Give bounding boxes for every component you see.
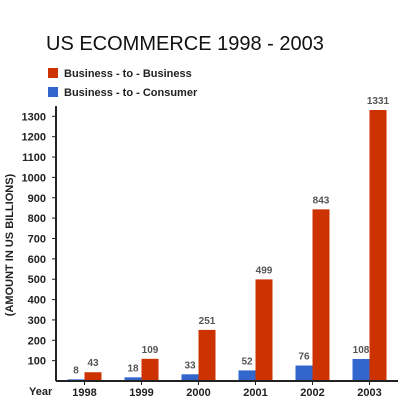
- bar: [369, 110, 387, 382]
- bar: [255, 279, 273, 381]
- bar-value-label: 1331: [367, 96, 390, 107]
- chart-title: US ECOMMERCE 1998 - 2003: [46, 33, 324, 55]
- y-tick-label: 500: [28, 274, 46, 286]
- legend-swatch: [48, 68, 58, 78]
- bar-value-label: 499: [256, 265, 273, 276]
- y-tick-label: 400: [28, 295, 46, 307]
- y-tick-label: 1000: [22, 172, 46, 184]
- x-tick-label: 2000: [186, 387, 210, 399]
- y-tick-label: 1100: [22, 152, 46, 164]
- legend-label: Business - to - Business: [64, 68, 192, 80]
- legend: Business - to - Business Business - to - …: [48, 68, 198, 99]
- x-axis-title: Year: [29, 386, 53, 398]
- bar-value-label: 33: [184, 360, 196, 371]
- bar-value-label: 76: [298, 352, 310, 363]
- x-tick-label: 1998: [72, 387, 96, 399]
- y-tick-label: 300: [28, 315, 46, 327]
- bar: [181, 374, 199, 381]
- bar-value-label: 109: [142, 345, 159, 356]
- bar: [352, 359, 370, 381]
- bar: [312, 209, 330, 381]
- y-tick-label: 1300: [22, 111, 46, 123]
- bar-value-label: 43: [87, 358, 99, 369]
- bar-value-label: 18: [127, 363, 139, 374]
- x-tick-label: 2003: [357, 387, 381, 399]
- y-tick-label: 1200: [22, 132, 46, 144]
- bar: [238, 370, 256, 381]
- bar-value-label: 108: [353, 345, 370, 356]
- bar: [295, 365, 313, 381]
- y-axis-ticks: 100 200 300 400 500 600 700 800 900 1000 1100 1200 1…: [22, 111, 56, 368]
- bars: [67, 110, 387, 382]
- bar-value-label: 52: [241, 356, 253, 367]
- x-tick-label: 2002: [300, 387, 324, 399]
- legend-label: Business - to - Consumer: [64, 87, 198, 99]
- y-tick-label: 900: [28, 193, 46, 205]
- bar: [124, 377, 142, 381]
- bar: [141, 358, 159, 381]
- y-tick-label: 800: [28, 213, 46, 225]
- legend-swatch: [48, 87, 58, 97]
- y-tick-label: 700: [28, 233, 46, 245]
- y-tick-label: 100: [28, 356, 46, 368]
- y-tick-label: 200: [28, 335, 46, 347]
- x-axis-ticks: 1998 1999 2000 2001 2002 2003: [72, 381, 382, 399]
- bar: [198, 329, 216, 381]
- y-tick-label: 600: [28, 254, 46, 266]
- x-tick-label: 1999: [129, 387, 153, 399]
- bar-value-label: 8: [73, 365, 79, 376]
- x-tick-label: 2001: [243, 387, 267, 399]
- bar-value-label: 251: [199, 316, 216, 327]
- bar: [84, 372, 102, 381]
- y-axis-title: (AMOUNT IN US BILLIONS): [4, 173, 16, 316]
- bar-value-label: 843: [313, 195, 330, 206]
